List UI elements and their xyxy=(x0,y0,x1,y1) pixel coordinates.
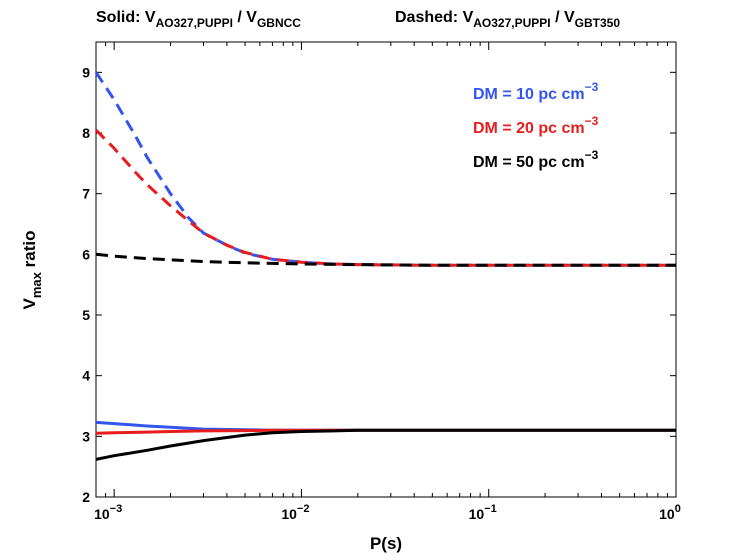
y-tick-label-3: 3 xyxy=(82,428,90,444)
x-tick-base: 10 xyxy=(281,506,297,522)
y-axis-label-tail: ratio xyxy=(20,231,39,273)
series-line-4 xyxy=(94,128,676,267)
legend-exp-dm50: −3 xyxy=(585,148,599,162)
legend-label-dm20: DM = 20 pc cm xyxy=(473,120,585,137)
y-tick-label-4: 4 xyxy=(82,368,90,384)
title-left-prefix: Solid: V xyxy=(96,9,156,26)
legend-entry-dm20: DM = 20 pc cm−3 xyxy=(473,114,599,137)
x-tick-labels: 10−3 10−2 10−1 100 xyxy=(94,503,681,522)
title-right-sub1: AO327,PUPPI xyxy=(473,16,550,30)
title-left-sub2: GBNCC xyxy=(257,16,301,30)
title-right-sub2: GBT350 xyxy=(575,16,621,30)
x-tick-label-0: 100 xyxy=(659,503,681,522)
x-tick-base: 10 xyxy=(659,506,675,522)
y-tick-labels: 2 3 4 5 6 7 8 9 xyxy=(82,64,90,505)
y-tick-label-8: 8 xyxy=(82,125,90,141)
series-line-5 xyxy=(95,252,676,267)
y-tick-label-7: 7 xyxy=(82,186,90,202)
y-tick-label-9: 9 xyxy=(82,64,90,80)
y-axis-label-sub: max xyxy=(29,271,44,298)
x-tick-exponent: −2 xyxy=(297,503,310,515)
y-tick-label-2: 2 xyxy=(82,489,90,505)
x-tick-base: 10 xyxy=(469,506,485,522)
legend-label-dm10: DM = 10 pc cm xyxy=(473,86,585,103)
plot-area xyxy=(95,41,677,498)
legend-entry-dm50: DM = 50 pc cm−3 xyxy=(473,148,599,171)
legend-entry-dm10: DM = 10 pc cm−3 xyxy=(473,80,599,103)
series-line-2 xyxy=(95,428,676,461)
x-tick-label-−3: 10−3 xyxy=(94,503,122,522)
title-right: Dashed: VAO327,PUPPI / VGBT350 xyxy=(395,9,620,30)
x-tick-exponent: −3 xyxy=(110,503,123,515)
legend: DM = 10 pc cm−3 DM = 20 pc cm−3 DM = 50 … xyxy=(473,80,599,171)
title-left-sub1: AO327,PUPPI xyxy=(156,16,233,30)
x-tick-exponent: −1 xyxy=(484,503,497,515)
title-left: Solid: VAO327,PUPPI / VGBNCC xyxy=(96,9,301,30)
legend-exp-dm20: −3 xyxy=(585,114,599,128)
x-tick-base: 10 xyxy=(94,506,110,522)
y-tick-label-6: 6 xyxy=(82,246,90,262)
series-lines xyxy=(94,71,676,461)
x-axis-label: P(s) xyxy=(370,534,402,553)
y-tick-label-5: 5 xyxy=(82,307,90,323)
x-tick-label-−2: 10−2 xyxy=(281,503,309,522)
title-left-mid: / V xyxy=(233,9,257,26)
x-tick-label-−1: 10−1 xyxy=(469,503,497,522)
series-line-3 xyxy=(94,71,676,267)
y-axis-label-main: V xyxy=(20,297,39,309)
title-right-prefix: Dashed: V xyxy=(395,9,474,26)
legend-label-dm50: DM = 50 pc cm xyxy=(473,154,585,171)
legend-exp-dm10: −3 xyxy=(585,80,599,94)
title-right-mid: / V xyxy=(551,9,575,26)
x-tick-exponent: 0 xyxy=(675,503,681,515)
y-axis-label: Vmax ratio xyxy=(20,231,44,310)
